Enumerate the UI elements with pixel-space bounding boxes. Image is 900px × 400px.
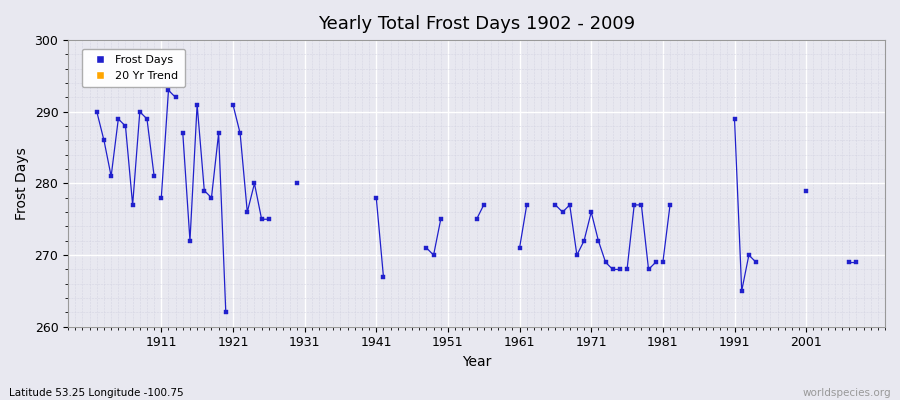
Text: Latitude 53.25 Longitude -100.75: Latitude 53.25 Longitude -100.75 [9, 388, 184, 398]
Y-axis label: Frost Days: Frost Days [15, 147, 29, 220]
Legend: Frost Days, 20 Yr Trend: Frost Days, 20 Yr Trend [82, 48, 185, 88]
Text: worldspecies.org: worldspecies.org [803, 388, 891, 398]
Title: Yearly Total Frost Days 1902 - 2009: Yearly Total Frost Days 1902 - 2009 [318, 15, 635, 33]
X-axis label: Year: Year [462, 355, 491, 369]
